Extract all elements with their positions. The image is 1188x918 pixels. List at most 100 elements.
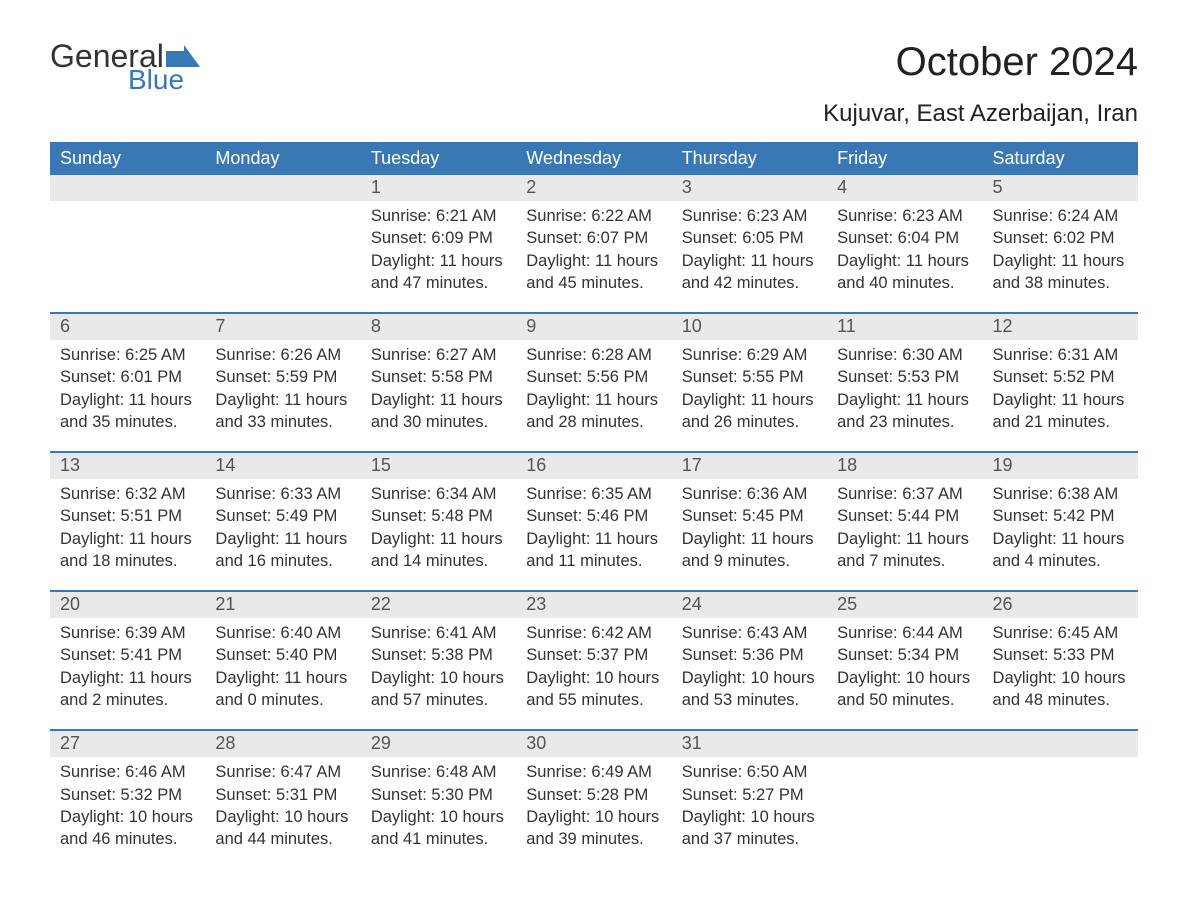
day-cell: 25Sunrise: 6:44 AMSunset: 5:34 PMDayligh… [827, 592, 982, 729]
daylight-text-line2: and 41 minutes. [371, 828, 506, 850]
sunrise-text: Sunrise: 6:43 AM [682, 622, 817, 644]
week-row: 1Sunrise: 6:21 AMSunset: 6:09 PMDaylight… [50, 175, 1138, 312]
daylight-text-line1: Daylight: 10 hours [60, 806, 195, 828]
daylight-text-line1: Daylight: 11 hours [371, 250, 506, 272]
sunset-text: Sunset: 5:55 PM [682, 366, 817, 388]
day-number: 30 [516, 731, 671, 757]
day-cell: 18Sunrise: 6:37 AMSunset: 5:44 PMDayligh… [827, 453, 982, 590]
day-body: Sunrise: 6:31 AMSunset: 5:52 PMDaylight:… [983, 340, 1138, 433]
daylight-text-line1: Daylight: 11 hours [993, 250, 1128, 272]
day-number: 8 [361, 314, 516, 340]
sunset-text: Sunset: 6:02 PM [993, 227, 1128, 249]
day-body: Sunrise: 6:46 AMSunset: 5:32 PMDaylight:… [50, 757, 205, 850]
day-cell: 12Sunrise: 6:31 AMSunset: 5:52 PMDayligh… [983, 314, 1138, 451]
day-cell [205, 175, 360, 312]
daylight-text-line2: and 50 minutes. [837, 689, 972, 711]
sunset-text: Sunset: 5:37 PM [526, 644, 661, 666]
day-cell: 20Sunrise: 6:39 AMSunset: 5:41 PMDayligh… [50, 592, 205, 729]
sunrise-text: Sunrise: 6:33 AM [215, 483, 350, 505]
daylight-text-line2: and 18 minutes. [60, 550, 195, 572]
day-cell: 24Sunrise: 6:43 AMSunset: 5:36 PMDayligh… [672, 592, 827, 729]
day-number: 10 [672, 314, 827, 340]
day-number: 19 [983, 453, 1138, 479]
day-cell: 23Sunrise: 6:42 AMSunset: 5:37 PMDayligh… [516, 592, 671, 729]
sunset-text: Sunset: 5:40 PM [215, 644, 350, 666]
daylight-text-line1: Daylight: 11 hours [60, 528, 195, 550]
day-number [827, 731, 982, 757]
day-number: 2 [516, 175, 671, 201]
dow-monday: Monday [205, 142, 360, 175]
daylight-text-line2: and 57 minutes. [371, 689, 506, 711]
sunrise-text: Sunrise: 6:48 AM [371, 761, 506, 783]
daylight-text-line2: and 9 minutes. [682, 550, 817, 572]
daylight-text-line2: and 26 minutes. [682, 411, 817, 433]
day-cell: 13Sunrise: 6:32 AMSunset: 5:51 PMDayligh… [50, 453, 205, 590]
day-cell [50, 175, 205, 312]
sunrise-text: Sunrise: 6:21 AM [371, 205, 506, 227]
day-cell: 6Sunrise: 6:25 AMSunset: 6:01 PMDaylight… [50, 314, 205, 451]
sunrise-text: Sunrise: 6:47 AM [215, 761, 350, 783]
day-number: 18 [827, 453, 982, 479]
day-cell: 4Sunrise: 6:23 AMSunset: 6:04 PMDaylight… [827, 175, 982, 312]
daylight-text-line1: Daylight: 11 hours [993, 389, 1128, 411]
day-body: Sunrise: 6:32 AMSunset: 5:51 PMDaylight:… [50, 479, 205, 572]
calendar: Sunday Monday Tuesday Wednesday Thursday… [50, 142, 1138, 868]
daylight-text-line1: Daylight: 11 hours [837, 389, 972, 411]
daylight-text-line2: and 39 minutes. [526, 828, 661, 850]
sunset-text: Sunset: 5:30 PM [371, 784, 506, 806]
sunrise-text: Sunrise: 6:39 AM [60, 622, 195, 644]
sunset-text: Sunset: 5:41 PM [60, 644, 195, 666]
day-number [983, 731, 1138, 757]
day-body [50, 201, 205, 205]
day-cell: 9Sunrise: 6:28 AMSunset: 5:56 PMDaylight… [516, 314, 671, 451]
day-cell: 31Sunrise: 6:50 AMSunset: 5:27 PMDayligh… [672, 731, 827, 868]
day-cell [983, 731, 1138, 868]
day-cell: 16Sunrise: 6:35 AMSunset: 5:46 PMDayligh… [516, 453, 671, 590]
sunset-text: Sunset: 6:09 PM [371, 227, 506, 249]
daylight-text-line2: and 44 minutes. [215, 828, 350, 850]
sunset-text: Sunset: 5:44 PM [837, 505, 972, 527]
daylight-text-line1: Daylight: 11 hours [993, 528, 1128, 550]
sunset-text: Sunset: 6:07 PM [526, 227, 661, 249]
day-number: 9 [516, 314, 671, 340]
day-cell: 2Sunrise: 6:22 AMSunset: 6:07 PMDaylight… [516, 175, 671, 312]
sunset-text: Sunset: 5:48 PM [371, 505, 506, 527]
sunrise-text: Sunrise: 6:50 AM [682, 761, 817, 783]
daylight-text-line1: Daylight: 11 hours [215, 528, 350, 550]
day-number: 14 [205, 453, 360, 479]
daylight-text-line1: Daylight: 10 hours [371, 667, 506, 689]
brand-logo: General Blue [50, 40, 200, 94]
daylight-text-line2: and 48 minutes. [993, 689, 1128, 711]
sunset-text: Sunset: 5:32 PM [60, 784, 195, 806]
day-body: Sunrise: 6:50 AMSunset: 5:27 PMDaylight:… [672, 757, 827, 850]
location-subtitle: Kujuvar, East Azerbaijan, Iran [50, 100, 1138, 128]
day-number: 3 [672, 175, 827, 201]
day-body: Sunrise: 6:29 AMSunset: 5:55 PMDaylight:… [672, 340, 827, 433]
day-body: Sunrise: 6:48 AMSunset: 5:30 PMDaylight:… [361, 757, 516, 850]
daylight-text-line1: Daylight: 10 hours [682, 806, 817, 828]
sunrise-text: Sunrise: 6:45 AM [993, 622, 1128, 644]
sunrise-text: Sunrise: 6:31 AM [993, 344, 1128, 366]
day-number: 29 [361, 731, 516, 757]
day-number: 31 [672, 731, 827, 757]
daylight-text-line1: Daylight: 10 hours [682, 667, 817, 689]
daylight-text-line1: Daylight: 10 hours [993, 667, 1128, 689]
daylight-text-line1: Daylight: 11 hours [60, 389, 195, 411]
day-body: Sunrise: 6:42 AMSunset: 5:37 PMDaylight:… [516, 618, 671, 711]
daylight-text-line2: and 37 minutes. [682, 828, 817, 850]
day-body: Sunrise: 6:23 AMSunset: 6:05 PMDaylight:… [672, 201, 827, 294]
day-number: 22 [361, 592, 516, 618]
daylight-text-line2: and 4 minutes. [993, 550, 1128, 572]
day-body: Sunrise: 6:26 AMSunset: 5:59 PMDaylight:… [205, 340, 360, 433]
day-body: Sunrise: 6:35 AMSunset: 5:46 PMDaylight:… [516, 479, 671, 572]
sunset-text: Sunset: 5:46 PM [526, 505, 661, 527]
day-number: 25 [827, 592, 982, 618]
day-number: 28 [205, 731, 360, 757]
sunset-text: Sunset: 5:31 PM [215, 784, 350, 806]
day-cell: 26Sunrise: 6:45 AMSunset: 5:33 PMDayligh… [983, 592, 1138, 729]
daylight-text-line1: Daylight: 11 hours [215, 389, 350, 411]
daylight-text-line2: and 33 minutes. [215, 411, 350, 433]
sunset-text: Sunset: 5:45 PM [682, 505, 817, 527]
day-number: 16 [516, 453, 671, 479]
sunrise-text: Sunrise: 6:27 AM [371, 344, 506, 366]
